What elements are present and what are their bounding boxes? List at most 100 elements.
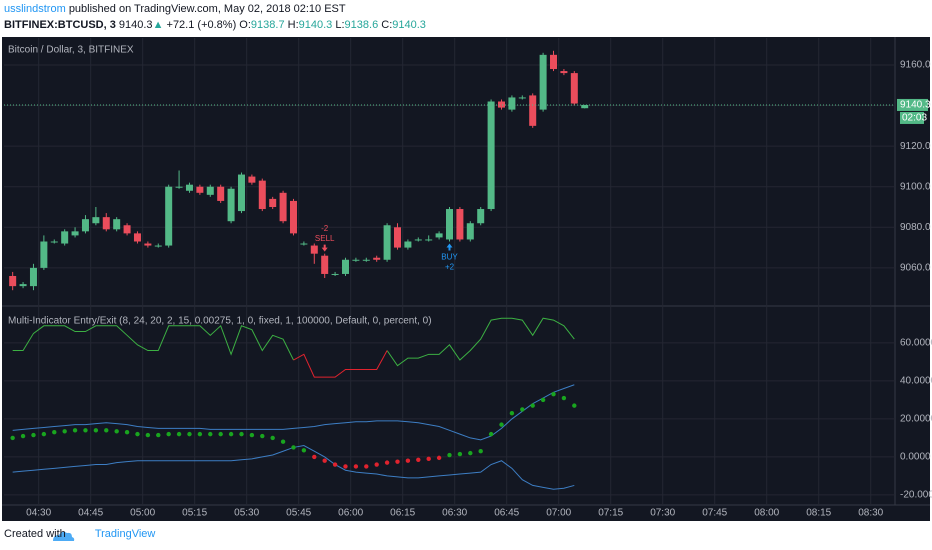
signal-label: SELL (315, 234, 335, 243)
indicator-dot (291, 445, 296, 450)
candle-body (414, 239, 422, 241)
y-tick-label: 20.0000 (900, 414, 932, 425)
x-tick-label: 06:45 (494, 508, 519, 519)
indicator-dot (343, 464, 348, 469)
y-tick-label: -20.0000 (900, 490, 932, 501)
candle-body (550, 54, 558, 70)
candle-body (81, 219, 89, 232)
indicator-dot (436, 455, 442, 461)
last-price-box (897, 98, 928, 111)
symbol: BITFINEX:BTCUSD, 3 (4, 19, 116, 31)
candle-body (425, 239, 433, 241)
indicator-dot (301, 448, 307, 453)
candle-body (529, 95, 537, 126)
indicator-dot (551, 392, 556, 397)
candle-body (71, 231, 79, 236)
x-tick-label: 07:00 (546, 508, 571, 519)
indicator-dot (228, 431, 234, 437)
indicator-dot (499, 422, 504, 427)
indicator-dot (156, 432, 161, 438)
y-tick-label: 60.0000 (900, 338, 932, 349)
y-tick-label: 9100.0 (900, 181, 931, 192)
indicator-line (293, 350, 388, 378)
candle-body (258, 180, 266, 210)
indicator-dot (124, 430, 130, 435)
indicator-dot (104, 428, 109, 433)
x-tick-label: 08:15 (806, 508, 831, 519)
indicator-dot (52, 430, 57, 435)
candle-body (362, 259, 370, 261)
y-tick-label: 9060.0 (900, 263, 931, 274)
indicator-dot (218, 431, 223, 437)
candle-body (477, 209, 485, 224)
x-tick-label: 05:45 (286, 508, 311, 519)
ohlc-value: 9138.6 (344, 19, 379, 31)
quote-line: BITFINEX:BTCUSD, 3 9140.3▲ +72.1 (+0.8%)… (4, 19, 426, 31)
x-tick-label: 04:45 (78, 508, 103, 519)
indicator-dot (176, 431, 182, 437)
signal-label: BUY (441, 253, 458, 262)
candle-body (40, 241, 48, 268)
candle-body (518, 97, 526, 99)
indicator-dot (478, 449, 483, 454)
candle-body (113, 219, 121, 230)
indicator-dot (260, 433, 265, 439)
candle-body (196, 186, 204, 193)
chart-background (2, 37, 930, 521)
x-tick-label: 08:30 (858, 508, 883, 519)
x-tick-label: 05:15 (182, 508, 207, 519)
indicator-line (386, 317, 575, 367)
candle-body (175, 186, 183, 188)
indicator-dot (572, 403, 577, 408)
indicator-dot (540, 397, 546, 403)
candle-body (487, 101, 495, 210)
candle-body (237, 174, 245, 212)
candle-body (466, 223, 474, 240)
y-tick-label: 9160.0 (900, 60, 931, 71)
candle-body (227, 188, 235, 222)
candle-body (581, 104, 589, 109)
countdown-box (900, 111, 924, 124)
x-tick-label: 05:30 (234, 508, 259, 519)
candle-body (300, 243, 308, 245)
indicator-dot (322, 458, 327, 463)
indicator-dot (20, 433, 26, 439)
ohlc-label: C: (381, 19, 393, 31)
candle-body (560, 71, 568, 74)
candle-body (404, 241, 412, 248)
indicator-dot (239, 431, 244, 437)
candle-body (341, 259, 349, 274)
indicator-dot (405, 458, 411, 463)
created-with: Created with (4, 528, 66, 540)
candle-body (393, 227, 401, 248)
change-arrow: ▲ (152, 19, 164, 31)
brand-link[interactable]: TradingView (94, 528, 156, 540)
candle-body (310, 245, 318, 254)
x-tick-label: 07:30 (650, 508, 675, 519)
candle-body (269, 198, 277, 208)
candle-body (92, 217, 100, 224)
ohlc-value: 9140.3 (392, 19, 426, 31)
candle-body (289, 200, 297, 234)
x-tick-label: 06:15 (390, 508, 415, 519)
candle-body (331, 273, 339, 275)
candle-body (185, 184, 193, 191)
candle-body (206, 186, 214, 195)
candle-body (19, 284, 27, 287)
candle-body (373, 257, 381, 260)
candle-body (50, 241, 58, 243)
candle-body (133, 233, 141, 242)
pane-title: Bitcoin / Dollar, 3, BITFINEX (8, 45, 134, 56)
candle-body (570, 73, 578, 104)
indicator-dot (416, 457, 421, 462)
last-price-label: 9140.3 (900, 100, 931, 111)
indicator-dot (488, 431, 494, 437)
author-link[interactable]: usslindstrom (4, 3, 66, 15)
candle-body (435, 233, 443, 238)
last-price: 9140.3 (118, 19, 153, 31)
indicator-title: Multi-Indicator Entry/Exit (8, 24, 20, 2… (8, 316, 432, 327)
indicator-dot (447, 452, 452, 458)
indicator-dot (31, 432, 36, 438)
